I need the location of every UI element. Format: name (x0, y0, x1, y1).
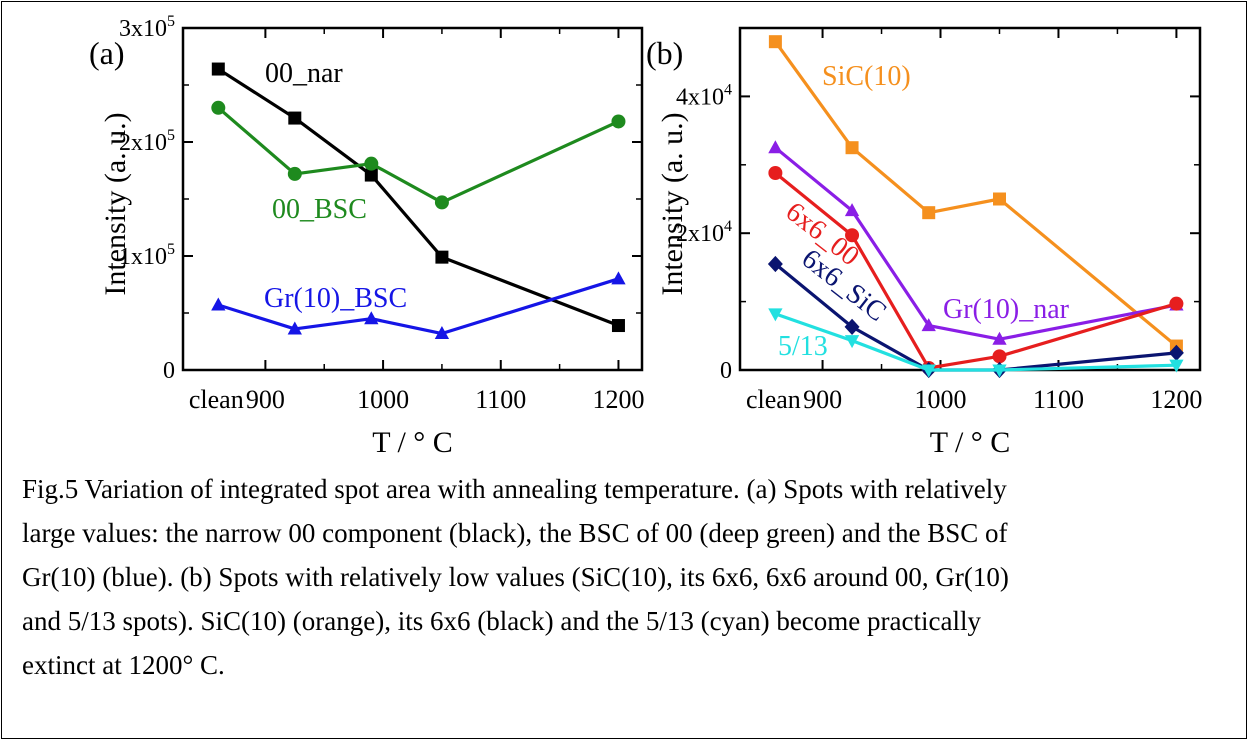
figure-caption: Fig.5 Variation of integrated spot area … (22, 467, 1222, 687)
caption-line: large values: the narrow 00 component (b… (22, 518, 1008, 548)
data-point (611, 114, 626, 129)
series-label: 00_nar (265, 58, 343, 89)
y-axis-title: Intensity (a. u.) (99, 112, 132, 295)
data-point (768, 35, 782, 49)
series-gr-10-bsc: Gr(10)_BSC (211, 271, 626, 340)
data-point (844, 335, 860, 349)
data-point (1169, 359, 1184, 373)
data-point (992, 364, 1007, 378)
data-point (921, 318, 936, 332)
data-point (767, 255, 783, 273)
series-line (217, 106, 620, 205)
y-tick-label: 0 (163, 358, 175, 384)
data-point (287, 166, 302, 181)
data-point (611, 319, 625, 333)
data-point (1168, 344, 1184, 362)
data-point (287, 321, 302, 335)
x-tick-label: 1200 (1150, 385, 1202, 414)
panel-label: (b) (646, 35, 683, 71)
x-tick-label: 1000 (915, 385, 967, 414)
x-axis-title: T / ° C (372, 426, 453, 459)
data-point (434, 326, 450, 340)
caption-line: and 5/13 spots). SiC(10) (orange), its 6… (22, 606, 981, 636)
data-point (768, 308, 783, 322)
x-tick-label: clean (189, 385, 244, 414)
y-tick-label: 3x105 (119, 13, 175, 42)
data-point (288, 111, 302, 125)
caption-line: extinct at 1200° C. (22, 650, 225, 680)
plot-frame (181, 26, 644, 372)
data-point (845, 228, 860, 243)
series-label: Gr(10)_nar (943, 294, 1070, 325)
data-point (768, 166, 783, 181)
x-tick-label: 1100 (475, 385, 526, 414)
series-label: 5/13 (778, 331, 828, 362)
series-00-bsc: 00_BSC (211, 100, 626, 225)
y-tick-label: 2x105 (119, 127, 175, 156)
data-point (211, 297, 226, 311)
y-tick-label: 2x104 (676, 218, 732, 247)
series-gr-10-nar: Gr(10)_nar (768, 140, 1184, 345)
panel-b-plot: clean 900 1000 1100 1200 0 2x104 4x104 T / ° C In… (646, 26, 1202, 459)
data-point (435, 250, 449, 264)
caption-line: Gr(10) (blue). (b) Spots with relatively… (22, 562, 1009, 592)
y-tick-label: 4x104 (676, 81, 732, 110)
x-tick-label: 900 (246, 385, 285, 414)
data-point (1169, 296, 1184, 311)
data-point (844, 318, 860, 336)
x-tick-label: 900 (803, 385, 842, 414)
series-00-nar: 00_nar (211, 58, 625, 333)
series-5-13: 5/13 (768, 308, 1184, 378)
data-point (922, 206, 936, 220)
x-tick-label: 1200 (592, 385, 644, 414)
data-point (992, 331, 1007, 345)
data-point (992, 349, 1007, 364)
y-tick-label: 1x105 (119, 241, 175, 270)
data-point (921, 364, 936, 378)
x-axis-title: T / ° C (930, 426, 1011, 459)
x-tick-label: 1100 (1033, 385, 1084, 414)
data-point (845, 141, 859, 155)
data-point (992, 192, 1006, 206)
data-point (211, 62, 225, 76)
caption-line: Fig.5 Variation of integrated spot area … (22, 474, 1007, 504)
data-point (844, 203, 860, 217)
data-point (768, 140, 783, 154)
x-tick-label: clean (746, 385, 801, 414)
panel-label: (a) (89, 35, 125, 71)
panel-a-plot: clean 900 1000 1100 1200 0 1x105 2x105 3x105 T / … (89, 13, 644, 459)
series-label: Gr(10)_BSC (264, 283, 407, 314)
data-point (364, 156, 379, 171)
y-tick-label: 0 (720, 358, 732, 384)
data-point (611, 271, 626, 285)
data-point (364, 168, 378, 182)
series-label: 00_BSC (272, 194, 367, 225)
data-point (364, 311, 379, 325)
x-tick-label: 1000 (357, 385, 409, 414)
data-point (211, 100, 226, 115)
data-point (434, 195, 449, 210)
series-label: SiC(10) (822, 61, 911, 92)
y-axis-title: Intensity (a. u.) (656, 112, 689, 295)
